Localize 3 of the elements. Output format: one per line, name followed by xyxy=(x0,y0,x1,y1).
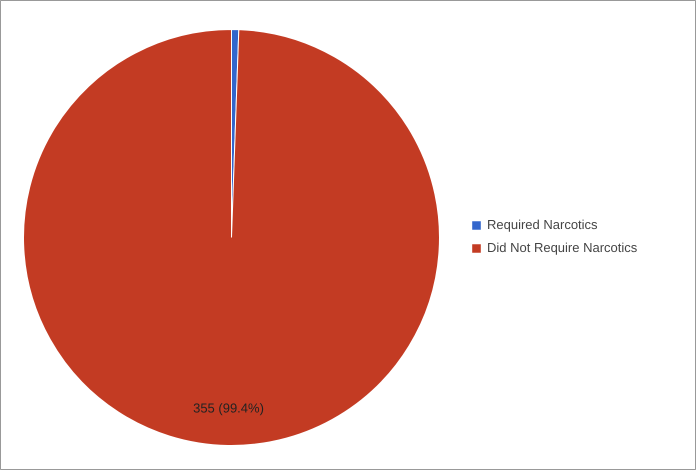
legend-label: Required Narcotics xyxy=(487,217,598,232)
data-label: 355 (99.4%) xyxy=(193,400,264,416)
legend-label: Did Not Require Narcotics xyxy=(487,240,638,255)
